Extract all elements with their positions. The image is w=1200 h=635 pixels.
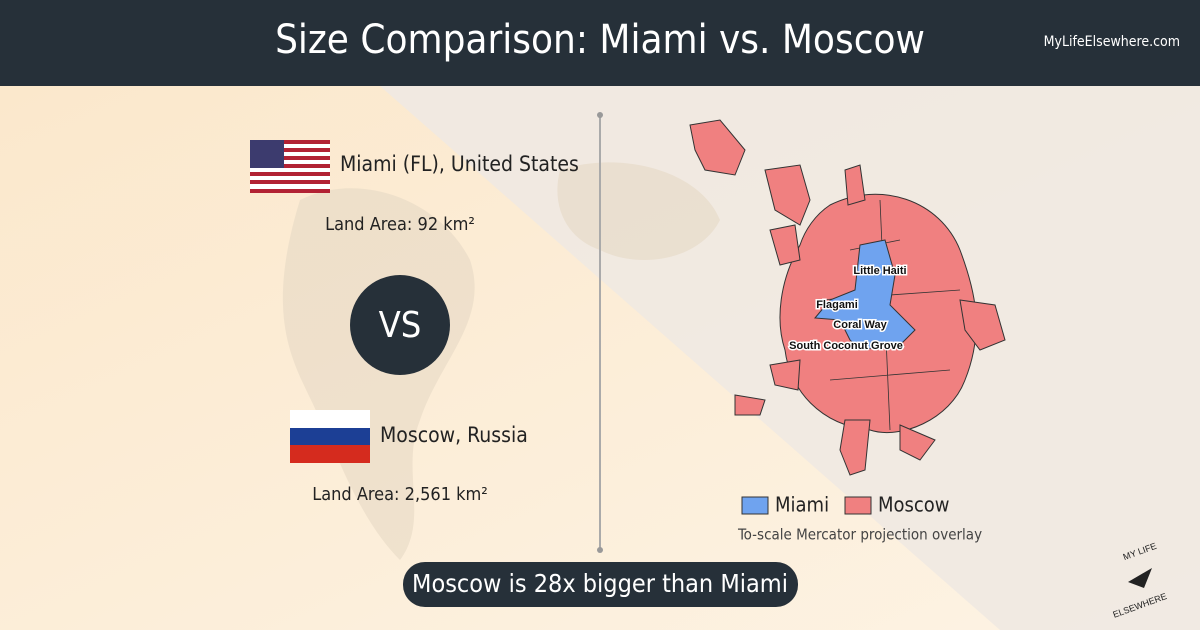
legend-label: Miami	[775, 493, 829, 517]
summary-banner	[403, 562, 798, 607]
vs-circle	[350, 275, 450, 375]
legend-swatch	[844, 496, 872, 515]
land-area: Land Area: 92 km²	[325, 214, 475, 235]
legend-swatch	[741, 496, 769, 515]
city-name: Miami (FL), United States	[340, 152, 579, 176]
header-bar	[0, 0, 1200, 86]
divider-end	[597, 112, 603, 118]
map-label: Little Haiti	[853, 265, 906, 277]
miami-map	[813, 239, 916, 351]
logo-plane	[1128, 568, 1152, 588]
map-label: Flagami	[816, 299, 858, 311]
summary-text: Moscow is 28x bigger than Miami	[412, 569, 788, 598]
vs-label: VS	[379, 305, 422, 346]
map-note: To-scale Mercator projection overlay	[737, 526, 982, 544]
moscow-map	[689, 119, 1006, 476]
title: Size Comparison: Miami vs. Moscow	[275, 17, 925, 63]
site-name: MyLifeElsewhere.com	[1044, 34, 1180, 50]
city-name: Moscow, Russia	[380, 423, 528, 447]
us-flag	[250, 140, 330, 193]
land-area: Land Area: 2,561 km²	[312, 484, 488, 505]
divider-end	[597, 547, 603, 553]
map-label: South Coconut Grove	[789, 340, 903, 352]
legend-label: Moscow	[878, 493, 950, 517]
map-label: Coral Way	[833, 319, 887, 331]
russia-flag	[290, 410, 370, 463]
world-map-silhouette	[282, 162, 720, 561]
